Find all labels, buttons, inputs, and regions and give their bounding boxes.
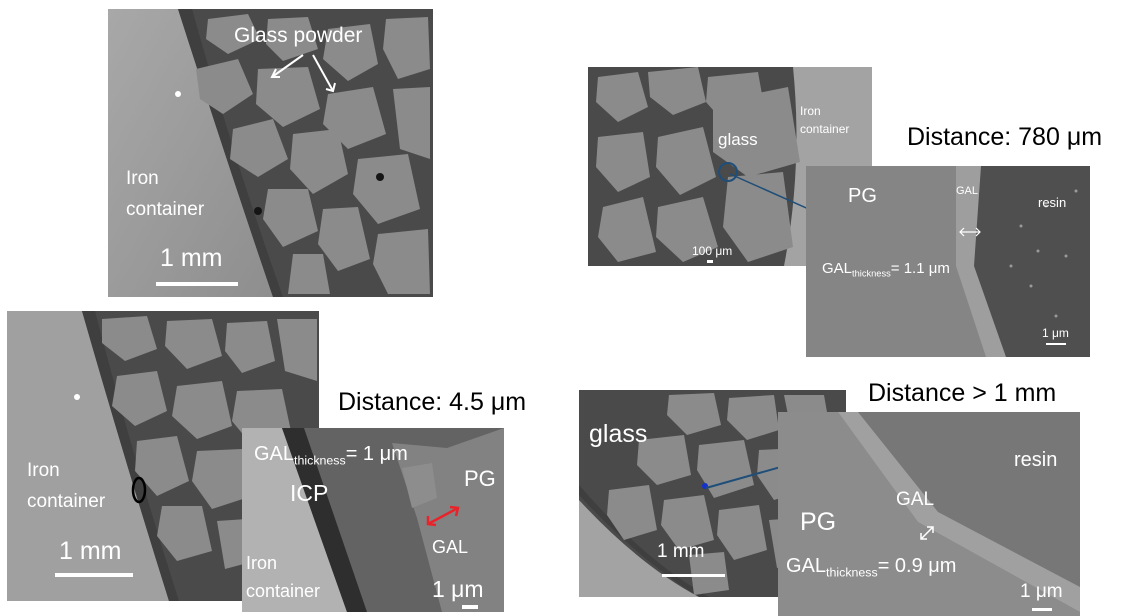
gal-double-arrow [920, 526, 934, 540]
scale-bar [462, 605, 478, 609]
scale-label: 1 mm [657, 541, 705, 562]
glass-label: glass [589, 420, 648, 448]
scale-bar [1032, 608, 1052, 611]
distance-heading-top-right: Distance: 780 μm [907, 123, 1103, 151]
scale-label: 100 μm [692, 244, 733, 258]
scale-bar [55, 573, 133, 577]
sem-zoom-bottom-left: GALthickness= 1 μm ICP PG GAL Iron conta… [242, 428, 504, 612]
resin-label: resin [1014, 449, 1058, 471]
gal-thickness-label: GALthickness= 1 μm [254, 443, 408, 468]
scale-label: 1 mm [59, 537, 122, 565]
gal-thickness-label: GALthickness= 1.1 μm [822, 260, 950, 279]
scale-bar [1046, 343, 1066, 345]
gal-label: GAL [896, 489, 935, 510]
sem-image-top-right [588, 67, 872, 266]
gal-double-arrow [959, 227, 981, 237]
sem-image-top-left [108, 9, 433, 297]
pg-label: PG [800, 508, 837, 536]
scale-label: 1 μm [1042, 326, 1069, 340]
sem-image-zoom-bottom-left [242, 428, 504, 612]
iron-container-label-1: Iron [27, 460, 60, 481]
scale-bar [156, 282, 238, 286]
scale-bar [707, 260, 713, 263]
icp-label: ICP [290, 480, 329, 506]
glass-label: glass [718, 130, 758, 149]
gal-label: GAL [956, 185, 979, 197]
red-double-arrow [426, 505, 460, 527]
iron-container-label-2: container [246, 581, 321, 601]
sem-image-zoom-bottom-right [778, 412, 1080, 616]
iron-container-label-2: container [800, 122, 850, 136]
scale-bar [662, 574, 725, 577]
pg-label: PG [848, 185, 877, 207]
iron-container-label-2: container [27, 491, 106, 512]
iron-container-label-2: container [126, 199, 205, 220]
gal-thickness-label: GALthickness= 0.9 μm [786, 555, 957, 580]
distance-heading-bottom-right: Distance > 1 mm [868, 379, 1057, 407]
resin-label: resin [1038, 195, 1067, 210]
scale-label: 1 μm [1020, 581, 1063, 602]
iron-container-label-1: Iron [800, 104, 821, 118]
glass-powder-label: Glass powder [234, 24, 363, 47]
gal-label: GAL [432, 537, 469, 557]
sem-panel-top-left: Glass powder Iron container 1 mm [108, 9, 433, 297]
sem-zoom-bottom-right: resin GAL PG GALthickness= 0.9 μm 1 μm [778, 412, 1080, 616]
iron-container-label-1: Iron [126, 168, 159, 189]
sem-image-zoom-top-right [806, 166, 1090, 357]
region-marker-ellipse [131, 476, 147, 504]
iron-container-label-1: Iron [246, 553, 278, 573]
sem-zoom-top-right: PG GAL resin GALthickness= 1.1 μm 1 μm [806, 166, 1090, 357]
sem-panel-top-right: glass Iron container 100 μm [588, 67, 872, 266]
scale-label: 1 mm [160, 244, 223, 272]
glass-powder-arrows [270, 54, 336, 93]
distance-heading-bottom-left: Distance: 4.5 μm [338, 388, 527, 416]
scale-label: 1 μm [432, 576, 484, 602]
pg-label: PG [464, 466, 496, 491]
